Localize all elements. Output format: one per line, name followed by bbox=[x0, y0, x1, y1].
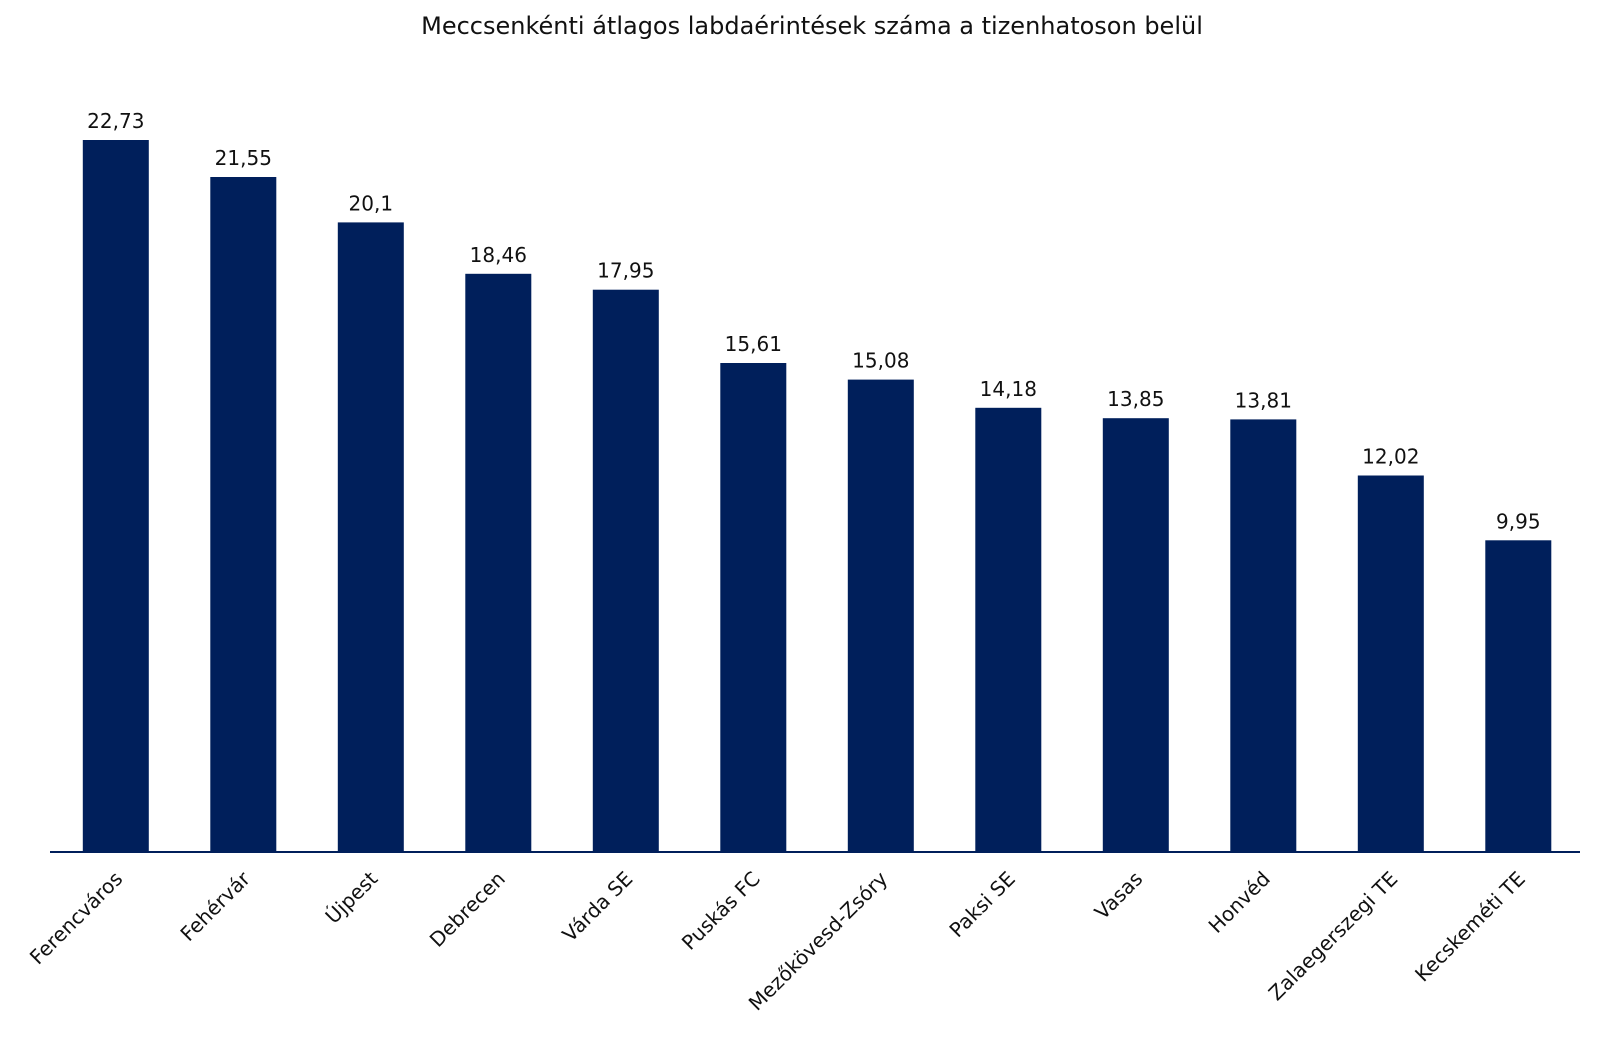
x-tick-label: Debrecen bbox=[425, 867, 510, 952]
x-tick-label: Paksi SE bbox=[944, 867, 1019, 942]
bar-7 bbox=[975, 407, 1042, 852]
bar-2 bbox=[337, 222, 404, 852]
x-tick-label: Várda SE bbox=[557, 867, 637, 947]
bar-0 bbox=[82, 140, 149, 852]
x-tick-label: Ferencváros bbox=[25, 867, 128, 970]
x-tick-label: Honvéd bbox=[1204, 867, 1275, 938]
category-labels-layer: Ferencváros Fehérvár Újpest Debrecen Várda S… bbox=[25, 866, 1530, 1015]
data-label: 13,81 bbox=[1235, 388, 1292, 412]
x-tick-label: Fehérvár bbox=[175, 866, 255, 946]
data-label: 22,73 bbox=[87, 109, 144, 133]
bar-1 bbox=[210, 177, 277, 852]
data-label: 15,61 bbox=[725, 332, 782, 356]
x-tick-label: Vasas bbox=[1090, 867, 1148, 925]
x-tick-label: Újpest bbox=[320, 866, 382, 928]
x-tick-label: Kecskeméti TE bbox=[1410, 867, 1530, 987]
bar-9 bbox=[1230, 419, 1297, 852]
data-label: 17,95 bbox=[597, 259, 654, 283]
bar-6 bbox=[847, 379, 914, 852]
value-labels-layer: 22,73 21,55 20,1 18,46 17,95 15,61 15,08 14,18 1… bbox=[87, 109, 1540, 533]
x-tick-label: Puskás FC bbox=[677, 867, 765, 955]
data-label: 21,55 bbox=[215, 146, 272, 170]
chart-title: Meccsenkénti átlagos labdaérintések szám… bbox=[421, 12, 1203, 40]
bar-10 bbox=[1357, 475, 1424, 852]
data-label: 20,1 bbox=[349, 191, 394, 215]
data-label: 15,08 bbox=[852, 349, 909, 373]
bar-8 bbox=[1102, 418, 1169, 852]
bar-11 bbox=[1485, 540, 1552, 852]
data-label: 9,95 bbox=[1496, 509, 1541, 533]
bar-4 bbox=[592, 289, 659, 852]
data-label: 14,18 bbox=[980, 377, 1037, 401]
x-tick-label: Mezőkövesd-Zsóry bbox=[744, 866, 893, 1015]
x-tick-label: Zalaegerszegi TE bbox=[1264, 867, 1403, 1006]
bar-5 bbox=[720, 363, 787, 852]
data-label: 18,46 bbox=[470, 243, 527, 267]
data-label: 13,85 bbox=[1107, 387, 1164, 411]
bar-3 bbox=[465, 273, 532, 852]
bars-layer bbox=[82, 140, 1552, 852]
data-label: 12,02 bbox=[1362, 445, 1419, 469]
